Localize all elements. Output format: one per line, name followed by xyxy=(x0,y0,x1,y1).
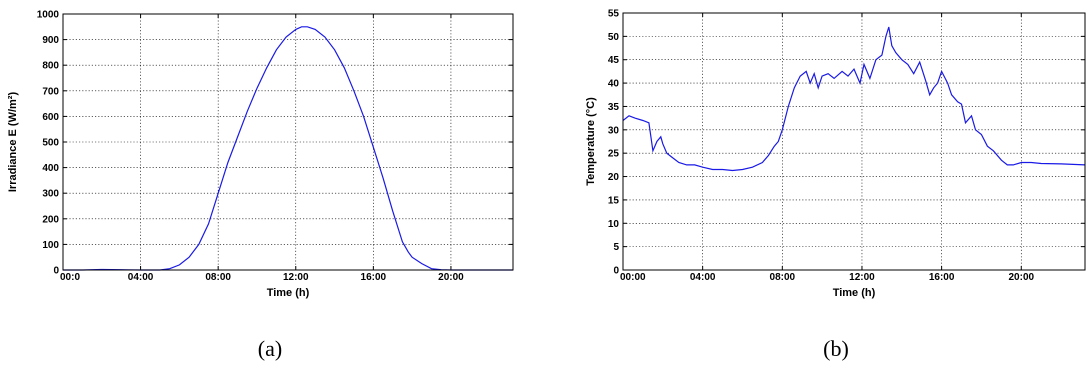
x-axis-label: Time (h) xyxy=(833,287,876,299)
plot-frame xyxy=(622,12,1086,271)
x-axis-label: Time (h) xyxy=(267,287,310,299)
panel-caption: (b) xyxy=(823,336,849,361)
x-tick-label: 16:00 xyxy=(361,272,387,283)
y-tick-label: 5 xyxy=(613,242,619,253)
y-tick-label: 35 xyxy=(608,102,620,113)
y-tick-label: 10 xyxy=(608,219,620,230)
x-tick-label: 16:00 xyxy=(929,272,955,283)
y-tick-label: 500 xyxy=(42,138,59,149)
x-tick-label: 08:00 xyxy=(770,272,796,283)
x-tick-label: 12:00 xyxy=(283,272,309,283)
x-tick-label: 00:00 xyxy=(620,272,646,283)
panel-caption: (a) xyxy=(258,336,282,361)
y-tick-label: 20 xyxy=(608,172,620,183)
irradiance-chart: 0 100 200 300 400 500 600 700 800 900 1000 00:0 04:0… xyxy=(7,10,514,361)
irradiance-series-line xyxy=(63,26,513,271)
y-axis-label: Temperature (°C) xyxy=(585,97,597,186)
plot-frame xyxy=(62,13,514,271)
y-tick-label: 50 xyxy=(608,32,620,43)
y-tick-label: 300 xyxy=(42,189,59,200)
y-tick-label: 800 xyxy=(42,61,59,72)
y-tick-label: 0 xyxy=(53,266,59,277)
y-tick-label: 40 xyxy=(608,79,620,90)
x-tick-label: 20:00 xyxy=(438,272,464,283)
y-axis-label: Irradiance E (W/m²) xyxy=(7,92,19,193)
x-tick-label: 04:00 xyxy=(690,272,716,283)
y-tick-label: 400 xyxy=(42,163,59,174)
y-tick-label: 45 xyxy=(608,55,620,66)
temperature-series-line xyxy=(622,26,1086,172)
y-tick-label: 0 xyxy=(613,266,619,277)
temperature-chart: 0 5 10 15 20 25 30 35 40 45 50 55 00:00 04:00 08:00 12:… xyxy=(585,9,1086,361)
x-tick-label: 08:00 xyxy=(205,272,231,283)
y-tick-label: 1000 xyxy=(37,10,60,21)
x-tick-label: 00:0 xyxy=(60,272,80,283)
y-tick-label: 25 xyxy=(608,149,620,160)
y-tick-label: 100 xyxy=(42,240,59,251)
x-tick-label: 12:00 xyxy=(849,272,875,283)
y-tick-label: 15 xyxy=(608,195,620,206)
y-tick-label: 700 xyxy=(42,86,59,97)
y-tick-label: 55 xyxy=(608,9,620,20)
y-tick-label: 200 xyxy=(42,214,59,225)
y-tick-label: 900 xyxy=(42,35,59,46)
x-tick-label: 20:00 xyxy=(1008,272,1034,283)
y-tick-label: 600 xyxy=(42,112,59,123)
x-tick-label: 04:00 xyxy=(128,272,154,283)
y-tick-label: 30 xyxy=(608,125,620,136)
